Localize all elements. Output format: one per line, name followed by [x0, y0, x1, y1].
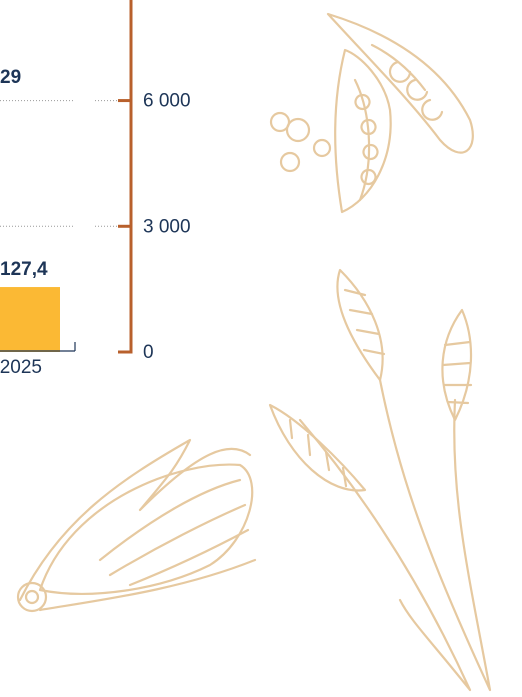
pea-pod — [328, 14, 473, 153]
pea-pod-detail — [372, 45, 442, 120]
data-label: 29 — [0, 67, 21, 88]
pea-pod-detail — [355, 80, 378, 200]
x-tick-label: 2025 — [0, 357, 42, 378]
illustrations — [18, 14, 490, 690]
corn-stem — [26, 591, 38, 603]
pea — [281, 153, 299, 171]
bar — [0, 287, 60, 352]
data-label: 127,4 — [0, 259, 48, 280]
y-tick-label: 0 — [143, 342, 154, 363]
wheat-ear — [442, 310, 471, 420]
wheat-ear — [270, 405, 365, 490]
wheat-ear — [337, 270, 384, 380]
chart: 0 3 000 6 000 2025 29 127,4 — [0, 0, 522, 697]
pea — [314, 140, 330, 156]
wheat-stem — [300, 380, 490, 690]
y-tick-label: 3 000 — [143, 216, 191, 237]
corn-cob — [40, 465, 252, 594]
pea — [287, 119, 309, 141]
pea — [271, 113, 289, 131]
y-tick-label: 6 000 — [143, 91, 191, 112]
